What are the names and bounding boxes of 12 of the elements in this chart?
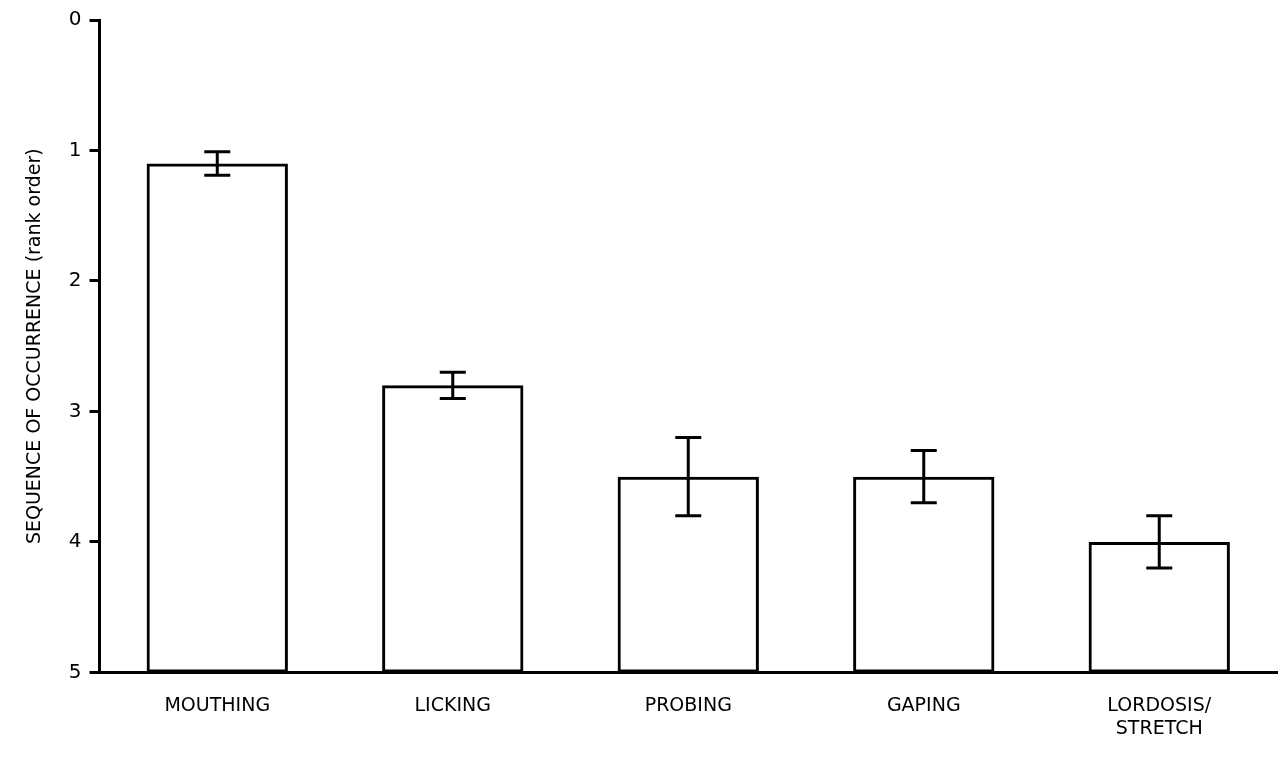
x-tick-label: PROBING [644,692,732,715]
y-axis-title: SEQUENCE OF OCCURRENCE (rank order) [22,148,45,545]
y-tick-label: 2 [68,267,82,292]
y-tick-label: 1 [68,136,82,161]
y-tick-label: 3 [68,397,82,422]
x-tick-label: GAPING [886,692,961,715]
y-tick-label: 4 [68,528,82,553]
y-tick-label: 5 [68,658,82,683]
x-tick-label: LICKING [414,692,491,715]
x-tick-label: MOUTHING [164,692,271,715]
y-tick-label: 0 [68,6,82,31]
x-tick-label: LORDOSIS/ STRETCH [1107,692,1212,738]
